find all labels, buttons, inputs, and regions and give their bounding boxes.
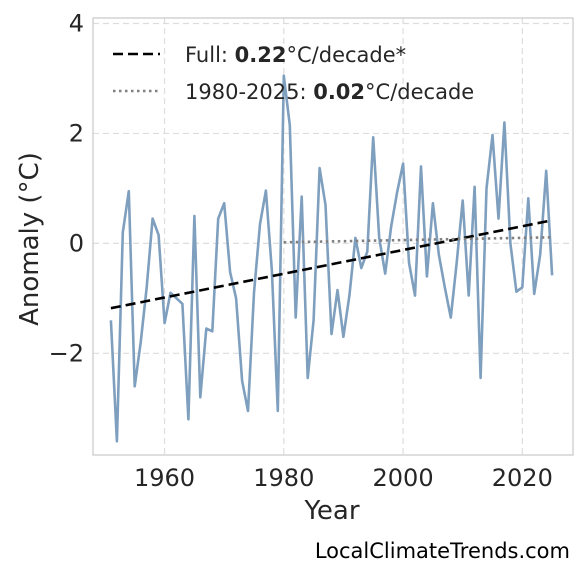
legend-full-trend-value: 0.22	[235, 43, 287, 67]
x-axis-label: Year	[303, 496, 359, 526]
recent-trend-line	[283, 236, 553, 244]
tick-labels: 1960 1980 2000 2020 4 2 0 −2	[49, 9, 553, 492]
x-tick-label-2000: 2000	[373, 464, 434, 492]
y-tick-label-0: 4	[69, 9, 84, 37]
legend: Full: 0.22°C/decade* 1980-2025: 0.02°C/d…	[113, 43, 474, 104]
y-tick-label-2: 0	[69, 229, 84, 257]
y-tick-label-1: 2	[69, 119, 84, 147]
x-tick-label-1960: 1960	[134, 464, 195, 492]
legend-recent-trend-value: 0.02	[313, 80, 365, 104]
y-axis-label: Anomaly (°C)	[15, 152, 45, 326]
y-tick-label-3: −2	[49, 339, 84, 367]
legend-recent-unit: °C/decade	[365, 80, 474, 104]
legend-recent-prefix: 1980-2025:	[185, 80, 313, 104]
plot-frame	[92, 17, 574, 456]
legend-entry-recent: 1980-2025: 0.02°C/decade	[185, 80, 474, 104]
legend-full-unit: °C/decade*	[287, 43, 407, 67]
legend-entry-full: Full: 0.22°C/decade*	[185, 43, 406, 67]
full-trend-line	[110, 219, 553, 310]
anomaly-series-line	[109, 74, 554, 443]
legend-full-prefix: Full:	[185, 43, 235, 67]
x-tick-label-2020: 2020	[492, 464, 553, 492]
watermark-site-name: LocalClimateTrends.com	[315, 539, 570, 563]
series-layer	[109, 74, 554, 443]
x-tick-label-1980: 1980	[253, 464, 314, 492]
